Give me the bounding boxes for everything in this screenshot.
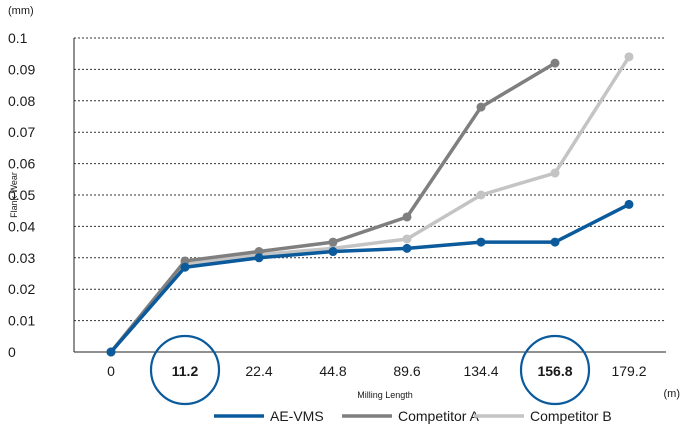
x-tick-label: 179.2 [611,363,646,379]
data-point [254,247,264,257]
highlight-circle [149,334,221,406]
x-tick-label: 156.8 [537,363,572,379]
series-line [109,202,630,354]
legend-item: Competitor B [474,408,612,424]
data-point [328,237,338,247]
data-point [328,247,338,257]
series-ae-vms [106,199,634,357]
series-competitor-b [106,52,634,357]
x-tick-label: 0 [107,363,115,379]
legend-item: Competitor A [342,408,480,424]
legend-item: AE-VMS [214,408,324,424]
legend-label: Competitor B [530,408,612,424]
y-tick-label: 0 [8,344,16,360]
y-tick-label: 0.04 [8,218,35,234]
data-point [402,243,412,253]
x-tick-label: 134.4 [463,363,498,379]
x-unit-label: (m) [664,388,681,400]
legend-label: Competitor A [398,408,480,424]
data-point [254,253,264,263]
y-tick-label: 0.05 [8,187,35,203]
y-tick-label: 0.09 [8,61,35,77]
y-tick-label: 0.06 [8,156,35,172]
y-axis-title: Flank Wear [9,172,19,218]
y-unit-label: (mm) [8,5,34,17]
data-point [476,237,486,247]
legend: AE-VMS Competitor A Competitor B [214,408,612,424]
grid-layer [74,37,666,322]
y-tick-label: 0.02 [8,281,35,297]
data-point [624,199,634,209]
y-tick-label: 0.07 [8,124,35,140]
axis-layer [73,38,666,353]
data-point [550,237,560,247]
series-line [109,61,556,354]
y-tick-label: 0.1 [8,30,28,46]
x-tick-label: 44.8 [319,363,346,379]
series-competitor-a [106,58,560,357]
data-point [624,52,634,62]
x-tick-label: 22.4 [245,363,272,379]
data-point [550,168,560,178]
series-layer [106,52,634,357]
data-point [402,234,412,244]
data-point [180,256,190,266]
data-point [106,347,116,357]
highlight-layer [149,334,591,406]
x-tick-label: 89.6 [393,363,420,379]
y-tick-label: 0.08 [8,93,35,109]
legend-label: AE-VMS [270,408,324,424]
highlight-circle [519,334,591,406]
x-axis-title: Milling Length [357,390,413,400]
y-tick-label: 0.01 [8,313,35,329]
x-tick-labels: 0 11.2 22.4 44.8 89.6 134.4 156.8 179.2 [107,363,647,379]
data-point [476,190,486,200]
data-point [476,102,486,112]
x-tick-label: 11.2 [172,363,199,379]
y-tick-labels: 0 0.01 0.02 0.03 0.04 0.05 0.06 0.07 0.08 0.09 0.1 [8,30,35,360]
y-tick-label: 0.03 [8,250,35,266]
data-point [402,212,412,222]
data-point [180,262,190,272]
series-line [109,55,631,354]
data-point [550,58,560,68]
